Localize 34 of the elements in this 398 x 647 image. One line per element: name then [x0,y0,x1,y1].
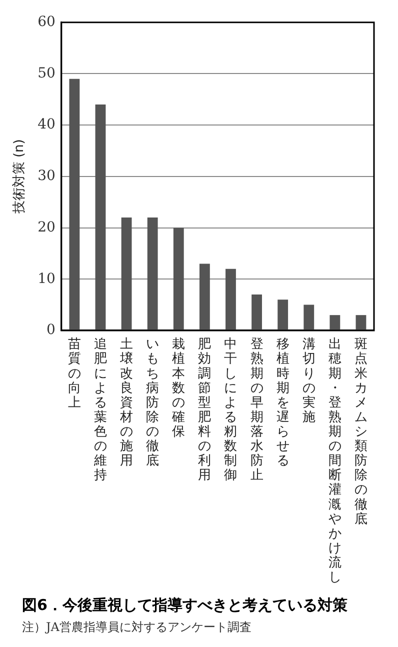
x-tick-label: 苗質の向上 [68,337,81,410]
bar [278,300,288,330]
text: 注）JA営農指導員に対するアンケート調査 [22,619,252,636]
y-tick-label: 40 [38,116,56,133]
y-axis-title: 技術対策 (n) [11,139,28,215]
bar [147,218,158,330]
category-label: 土壌改良資材の施用 [120,337,134,469]
y-tick-label: 20 [38,219,56,236]
category-label: 肥効調節型肥料の利用 [198,337,212,484]
bar [304,304,314,330]
text: 図6．今後重視して指導すべきと考えている対策 [22,596,348,615]
y-tick-label: 50 [38,65,56,82]
category-label: 斑点米カメムシ類防除の徹底 [354,337,368,527]
category-label: 登熟期の早期落水防止 [250,337,264,484]
bar [69,78,80,330]
category-label: いもち病防除の徹底 [146,337,160,469]
bar [199,264,210,330]
y-tick-label: 0 [46,322,56,338]
category-label: 中干しによる籾数制御 [224,337,238,484]
category-label: 移植時期を遅らせる [276,337,290,469]
bar [252,294,262,330]
y-tick-label: 60 [38,14,56,30]
x-tick-label: 溝切りの実施 [302,337,316,425]
x-tick-label: 栽植本数の確保 [171,337,186,440]
category-label: 追肥による葉色の維持 [94,337,107,484]
bar [173,228,184,330]
bar [226,268,236,330]
y-tick-label: 30 [38,168,56,184]
y-tick-label: 10 [38,270,56,287]
bar [95,104,106,330]
bar [356,315,366,330]
bar [330,315,340,330]
category-label: 出穂期・登熟期の間断灌漑やかけ流し [328,337,342,586]
bar [121,218,132,330]
